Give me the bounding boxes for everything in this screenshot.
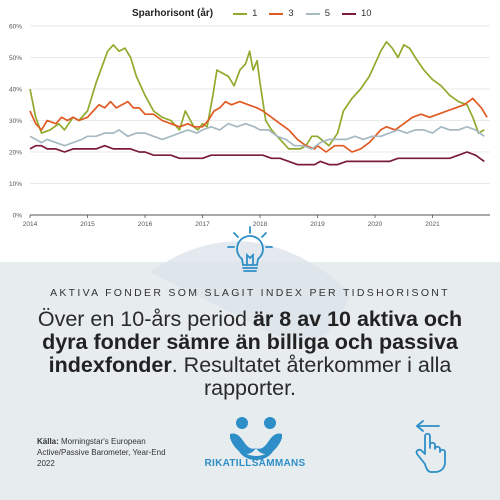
source-note: Källa: Morningstar's European Active/Pas…: [37, 436, 167, 469]
series-line-1: [29, 40, 485, 150]
chart-area: 0% 10% 20% 30% 40% 50% 60% 2014 2015 2016 2017 2018…: [0, 0, 500, 232]
headline-bold: är 8 av 10 aktiva och dyra fonder sämre …: [42, 307, 463, 377]
legend-label: 5: [324, 8, 331, 19]
source-text: Morningstar's European Active/Passive Ba…: [37, 437, 166, 468]
source-label: Källa:: [37, 437, 59, 446]
legend-item-10: 10: [342, 8, 372, 19]
x-tick-label: 2020: [368, 221, 383, 228]
headline-part-2: . Resultatet återkommer i alla rapporter…: [171, 353, 452, 400]
headline-part-1: Över en 10-års period: [37, 307, 253, 331]
headline: Över en 10-års period är 8 av 10 aktiva …: [20, 308, 480, 400]
x-tick-label: 2021: [425, 221, 440, 228]
lightbulb-icon: [227, 226, 273, 272]
legend-item-5: 5: [305, 8, 331, 19]
x-tick-label: 2014: [23, 221, 38, 228]
legend-item-3: 3: [269, 8, 294, 19]
legend-items: 1 3 5 10: [233, 8, 383, 19]
brand-name: RIKATILLSAMMANS: [204, 458, 306, 469]
legend-label: 1: [252, 8, 258, 19]
series-line-5: [29, 122, 485, 150]
legend-swatch: [342, 12, 357, 15]
legend-label: 10: [361, 8, 372, 19]
x-tick-label: 2015: [80, 221, 95, 228]
y-tick-label: 60%: [9, 24, 22, 31]
legend-item-1: 1: [233, 8, 257, 19]
x-tick-label: 2017: [195, 221, 210, 228]
x-tick-label: 2019: [310, 221, 325, 228]
y-tick-label: 0%: [13, 213, 23, 220]
y-tick-label: 50%: [9, 55, 22, 62]
legend-swatch: [233, 12, 248, 15]
x-tick-label: 2018: [253, 221, 268, 228]
chart-legend: Sparhorisont (år) 1 3 5 10: [132, 8, 384, 19]
panel-background-shape: [0, 232, 500, 342]
legend-label: 3: [288, 8, 294, 19]
y-tick-label: 40%: [9, 87, 22, 94]
line-chart: 0% 10% 20% 30% 40% 50% 60% 2014 2015 2016 2017 2018…: [9, 24, 490, 228]
x-tick-label: 2016: [138, 221, 153, 228]
swipe-left-icon[interactable]: [405, 418, 455, 474]
y-tick-label: 20%: [9, 150, 22, 157]
people-logo-icon: [230, 417, 282, 460]
y-tick-label: 10%: [9, 181, 22, 188]
legend-swatch: [305, 12, 320, 15]
series-line-3: [29, 97, 488, 153]
chart-kicker: AKTIVA FONDER SOM SLAGIT INDEX PER TIDSH…: [50, 287, 450, 299]
legend-swatch: [269, 12, 284, 15]
y-tick-label: 30%: [9, 118, 22, 125]
series-line-10: [29, 144, 485, 166]
legend-title: Sparhorisont (år): [132, 8, 214, 19]
